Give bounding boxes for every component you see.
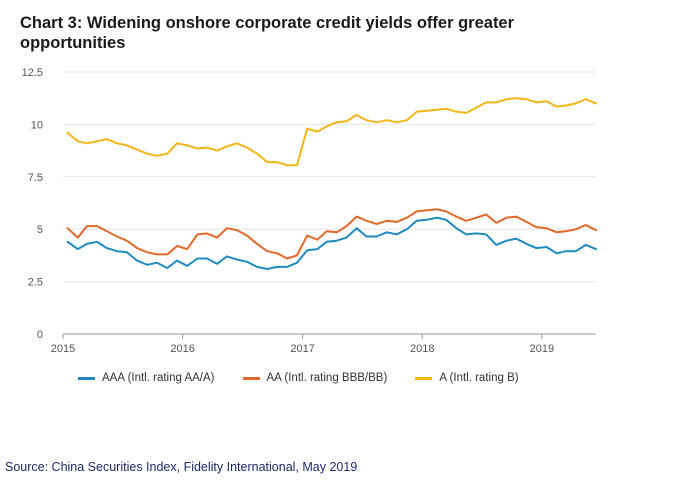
legend-item: A (Intl. rating B) bbox=[415, 372, 519, 384]
legend-label: A (Intl. rating B) bbox=[439, 372, 519, 384]
y-tick-label: 0 bbox=[37, 329, 43, 341]
x-tick-label: 2019 bbox=[530, 343, 554, 355]
legend-item: AAA (Intl. rating AA/A) bbox=[78, 372, 215, 384]
legend-item: AA (Intl. rating BBB/BB) bbox=[242, 372, 388, 384]
legend-swatch bbox=[415, 376, 433, 380]
legend-label: AAA (Intl. rating AA/A) bbox=[102, 372, 215, 384]
series-lines bbox=[66, 97, 597, 270]
x-tick-label: 2017 bbox=[290, 343, 314, 355]
x-tick-label: 2015 bbox=[51, 343, 75, 355]
legend-swatch bbox=[242, 376, 260, 380]
axes: 0 2.5 5 7.5 10 12.5 2015 2016 2017 2018 2019 bbox=[22, 67, 555, 355]
chart-title: Chart 3: Widening onshore corporate cred… bbox=[20, 14, 515, 52]
series-line-0 bbox=[66, 216, 597, 270]
gridlines bbox=[63, 71, 596, 335]
y-tick-label: 7.5 bbox=[28, 172, 43, 184]
y-tick-label: 2.5 bbox=[28, 277, 43, 289]
legend-label: AA (Intl. rating BBB/BB) bbox=[266, 372, 388, 384]
series-line-1 bbox=[66, 208, 597, 260]
legend: AAA (Intl. rating AA/A) AA (Intl. rating … bbox=[78, 372, 547, 384]
x-tick-label: 2018 bbox=[410, 343, 434, 355]
y-tick-label: 5 bbox=[37, 224, 43, 236]
source-note: Source: China Securities Index, Fidelity… bbox=[5, 460, 358, 474]
x-tick-label: 2016 bbox=[170, 343, 194, 355]
series-line-2 bbox=[66, 97, 597, 167]
y-tick-label: 10 bbox=[31, 119, 43, 131]
y-tick-label: 12.5 bbox=[22, 67, 43, 79]
legend-swatch bbox=[78, 376, 95, 380]
